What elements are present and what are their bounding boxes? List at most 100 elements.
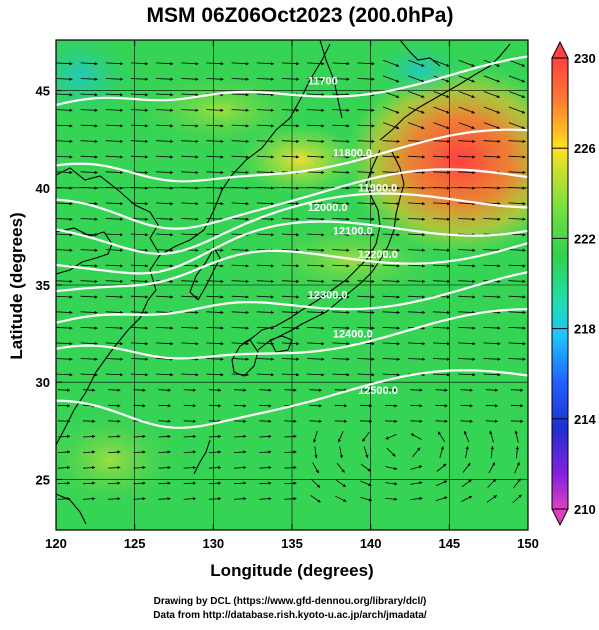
wind-vector — [56, 124, 73, 128]
wind-vector — [382, 373, 400, 377]
wind-vector — [433, 91, 450, 98]
plot-area: 11700 11800.0 11900.0 12000.0 12100.0 12200.0… — [56, 40, 528, 530]
wind-vector — [231, 93, 249, 97]
wind-vector — [80, 217, 98, 221]
wind-vector — [256, 326, 275, 330]
wind-vector — [181, 77, 199, 81]
wind-vector — [133, 481, 146, 485]
wind-vector — [133, 497, 146, 501]
wind-vector — [483, 295, 501, 299]
wind-vector — [357, 217, 375, 221]
wind-vector — [156, 139, 174, 143]
wind-vector — [56, 202, 73, 206]
wind-vector — [130, 77, 149, 81]
wind-vector — [80, 108, 98, 112]
wind-vector — [334, 388, 348, 392]
wind-vector — [56, 93, 73, 97]
wind-vector — [432, 310, 451, 315]
wind-vector — [231, 342, 249, 346]
wind-vector — [56, 279, 73, 283]
taiwan-coast — [56, 493, 87, 525]
height-contour-line — [56, 192, 528, 255]
wind-vector — [281, 326, 300, 330]
wind-vector — [234, 419, 247, 423]
wind-vector — [183, 465, 197, 470]
wind-vector — [510, 419, 524, 423]
wind-vector — [407, 279, 426, 283]
wind-vector — [357, 108, 375, 112]
wind-vector — [56, 310, 73, 315]
wind-vector — [80, 93, 98, 97]
wind-vector — [385, 404, 398, 408]
wind-vector — [80, 124, 98, 128]
wind-vector — [256, 77, 275, 81]
height-contours — [56, 55, 528, 429]
wind-vector — [407, 202, 426, 206]
wind-vector — [281, 342, 300, 346]
wind-vector — [105, 264, 124, 268]
wind-vector — [57, 404, 71, 408]
wind-vector — [206, 326, 224, 330]
wind-vector — [281, 310, 300, 315]
wind-vector — [385, 482, 398, 486]
wind-vector — [56, 342, 73, 346]
footer-credit-line2: Data from http://database.rish.kyoto-u.a… — [153, 610, 427, 621]
wind-vector — [256, 93, 275, 97]
wind-vector — [208, 388, 222, 392]
wind-vector — [181, 139, 199, 143]
wind-vector — [130, 264, 149, 268]
wind-vector — [432, 155, 451, 159]
wind-vector — [256, 202, 275, 206]
wind-vector — [382, 310, 400, 315]
wind-vector — [208, 434, 222, 439]
height-contour-line — [56, 168, 528, 230]
wind-vector — [458, 264, 476, 268]
wind-vector — [458, 248, 476, 252]
wind-vector — [130, 186, 149, 190]
wind-vector — [231, 373, 249, 377]
wind-vector — [382, 342, 400, 346]
wind-vector — [156, 373, 174, 377]
honshu-coast-south — [257, 151, 405, 351]
wind-vector — [410, 481, 423, 485]
wind-vector — [105, 62, 124, 66]
y-tick-label: 30 — [36, 375, 50, 390]
wind-vector — [432, 139, 451, 143]
contour-label: 12400.0 — [333, 329, 373, 341]
wind-vector — [483, 186, 501, 190]
wind-vector — [284, 465, 297, 470]
wind-vector — [206, 124, 224, 128]
wind-vector — [56, 295, 73, 299]
wind-vector — [508, 106, 526, 114]
wind-vector — [508, 186, 526, 190]
wind-vector — [513, 478, 521, 489]
wind-vector — [108, 419, 121, 423]
wind-vector — [231, 202, 249, 206]
wind-vector — [483, 155, 501, 159]
wind-vector — [206, 279, 224, 283]
wind-vector — [80, 233, 98, 237]
wind-vector — [181, 62, 199, 66]
wind-vector — [181, 186, 199, 190]
wind-vector — [357, 62, 375, 66]
wind-vector — [158, 481, 171, 485]
wind-vector — [436, 463, 447, 472]
wind-vector — [80, 248, 98, 252]
wind-vector — [307, 124, 325, 128]
wind-vector — [130, 139, 149, 143]
wind-vector — [105, 124, 124, 128]
wind-vector — [357, 139, 375, 143]
wind-vector — [105, 310, 124, 315]
warm-anomaly-east — [345, 65, 528, 255]
height-contour-line — [56, 308, 528, 360]
wind-vector — [256, 124, 275, 128]
x-tick-label: 125 — [124, 536, 146, 551]
wind-vector — [332, 77, 350, 81]
wind-vector — [508, 170, 526, 175]
wind-vector — [382, 248, 400, 252]
wind-vector — [357, 202, 375, 206]
wind-vector — [156, 357, 174, 361]
wind-vector — [307, 342, 325, 346]
wind-vector — [508, 122, 526, 129]
wind-vector — [158, 388, 171, 392]
